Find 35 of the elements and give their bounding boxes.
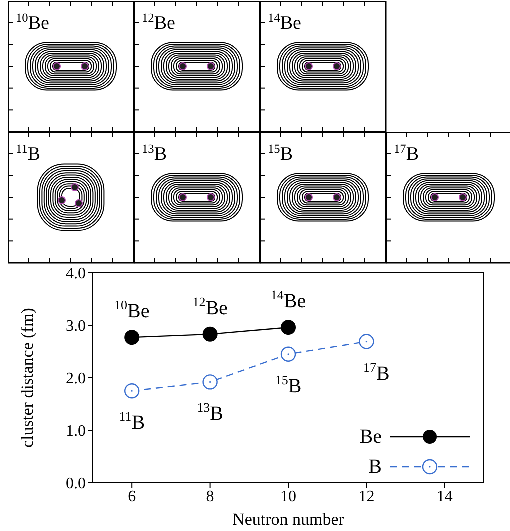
point	[281, 320, 296, 336]
text: $^{17}$B	[394, 142, 420, 165]
legend-label: Be	[360, 426, 382, 448]
x-tick-label: 8	[206, 488, 214, 506]
annotation: $^{10}$Be	[114, 298, 150, 323]
y-tick-label: 2.0	[66, 370, 86, 388]
text: $^{11}$B	[16, 142, 41, 165]
point	[124, 330, 140, 346]
x-tick-label: 10	[280, 488, 296, 506]
point	[280, 346, 296, 362]
x-tick-label: 14	[436, 488, 453, 506]
point	[359, 334, 374, 350]
annotation: $^{14}$Be	[270, 288, 306, 313]
annotation: $^{12}$Be	[192, 294, 228, 320]
y-tick-label: 3.0	[66, 318, 86, 336]
annotation: $^{17}$B	[364, 360, 390, 385]
y-tick-label: 0.0	[66, 476, 86, 493]
x-axis-title: Neutron number	[232, 510, 345, 529]
x-tick-label: 12	[358, 488, 375, 506]
text: $^{10}$Be	[16, 10, 50, 34]
y-axis-title: cluster distance (fm)	[18, 308, 38, 448]
legend-label: B	[368, 456, 382, 478]
point	[202, 374, 218, 390]
y-tick-label: 4.0	[66, 266, 86, 283]
text: $^{14}$Be	[268, 10, 302, 34]
y-tick-label: 1.0	[66, 423, 86, 440]
point	[124, 384, 140, 399]
annotation: $^{11}$B	[119, 409, 146, 434]
point	[202, 326, 218, 342]
annotation: $^{13}$B	[197, 400, 224, 426]
text: $^{15}$B	[268, 142, 294, 165]
text: $^{12}$Be	[142, 10, 176, 34]
x-tick-label: 6	[128, 488, 136, 506]
annotation: $^{15}$B	[275, 372, 302, 398]
text: $^{13}$B	[142, 142, 168, 165]
